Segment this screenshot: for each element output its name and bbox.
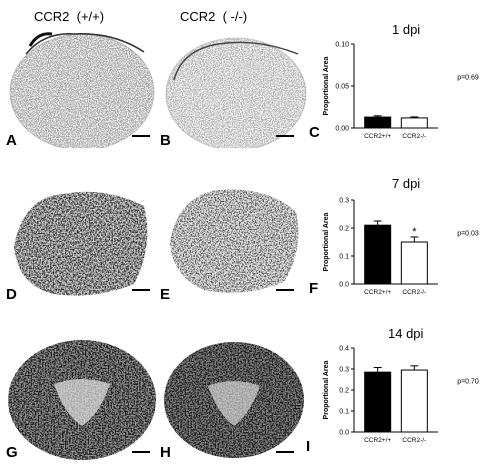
bar-chart-7dpi: Proportional Area 0.0 0.1 0.2 0.3 CCR2+/+ CCR2… (323, 198, 479, 297)
x-tick-label: CCR2+/+ (364, 133, 391, 140)
bar (400, 241, 428, 285)
y-tick-label: 0.3 (339, 198, 349, 205)
micrograph-a (9, 32, 155, 148)
panel-letter-e: E (160, 286, 171, 303)
y-tick-label: 0.2 (339, 388, 349, 395)
panel-letter-g: G (6, 444, 18, 461)
y-tick-label: 0.0 (339, 430, 349, 437)
y-tick-label: 0.3 (339, 367, 349, 374)
micrograph-d (14, 191, 150, 296)
p-value-label: p=0.70 (457, 378, 479, 385)
micrograph-g (8, 340, 156, 460)
column-header-wildtype: CCR2 (+/+) (34, 9, 105, 24)
y-axis-label: Proportional Area (323, 212, 330, 271)
y-tick-label: 0.1 (339, 409, 349, 416)
chart-title-1dpi: 1 dpi (392, 22, 421, 37)
y-tick-label: 0.4 (339, 346, 349, 353)
bar (364, 371, 392, 433)
x-tick-label: CCR2+/+ (364, 289, 391, 296)
y-tick-label: 0.1 (339, 254, 349, 261)
x-tick-label: CCR2-/- (402, 289, 426, 296)
y-tick-label: 0.00 (335, 126, 349, 133)
panel-letter-a: A (6, 132, 17, 149)
p-value-label: p=0.69 (457, 74, 479, 81)
x-tick-label: CCR2-/- (402, 133, 426, 140)
y-tick-label: 0.0 (339, 282, 349, 289)
bar (400, 117, 428, 129)
bar (364, 116, 392, 129)
bar (364, 224, 392, 285)
bar-chart-14dpi: Proportional Area 0.0 0.1 0.2 0.3 0.4 CCR2+/+ C… (323, 346, 479, 445)
y-tick-label: 0.10 (335, 42, 349, 49)
panel-letter-h: H (160, 444, 171, 461)
chart-title-7dpi: 7 dpi (392, 176, 421, 191)
panel-letter-i: I (306, 438, 311, 455)
micrograph-e (170, 189, 299, 293)
bar-chart-1dpi: Proportional Area 0.00 0.05 0.10 CCR2+/+ CCR2… (323, 42, 479, 141)
y-axis-label: Proportional Area (323, 360, 330, 419)
panel-letter-d: D (6, 286, 17, 303)
panel-letter-b: B (160, 132, 171, 149)
column-header-knockout: CCR2 ( -/-) (180, 9, 248, 24)
x-tick-label: CCR2+/+ (364, 437, 391, 444)
panel-letter-f: F (309, 280, 319, 297)
y-tick-label: 0.2 (339, 226, 349, 233)
y-axis-label: Proportional Area (323, 56, 330, 115)
y-tick-label: 0.05 (335, 84, 349, 91)
p-value-label: p=0.03 (457, 230, 479, 237)
micrograph-h (164, 342, 304, 458)
significance-marker: * (412, 226, 417, 238)
chart-title-14dpi: 14 dpi (388, 326, 424, 341)
micrograph-b (165, 37, 307, 148)
panel-letter-c: C (309, 124, 320, 141)
x-tick-label: CCR2-/- (402, 437, 426, 444)
bar (400, 369, 428, 433)
